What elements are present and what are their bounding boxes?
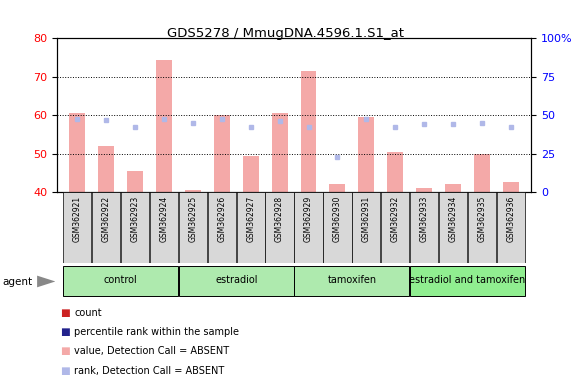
Bar [359,117,374,192]
FancyBboxPatch shape [92,192,120,263]
Bar [387,152,403,192]
FancyBboxPatch shape [63,192,91,263]
FancyBboxPatch shape [439,192,467,263]
Text: value, Detection Call = ABSENT: value, Detection Call = ABSENT [74,346,230,356]
FancyBboxPatch shape [121,192,149,263]
Text: GSM362923: GSM362923 [131,195,140,242]
FancyBboxPatch shape [179,266,293,296]
Bar [474,154,490,192]
Text: percentile rank within the sample: percentile rank within the sample [74,327,239,337]
Text: ■: ■ [60,366,70,376]
Bar [445,184,461,192]
Bar [243,156,259,192]
Text: GSM362925: GSM362925 [188,195,198,242]
Text: GSM362921: GSM362921 [73,195,82,242]
Text: estradiol: estradiol [215,275,258,285]
Text: GSM362936: GSM362936 [506,195,515,242]
Text: GSM362924: GSM362924 [159,195,168,242]
Text: GSM362933: GSM362933 [420,195,429,242]
Text: GSM362930: GSM362930 [333,195,342,242]
Bar [416,188,432,192]
Text: GSM362927: GSM362927 [246,195,255,242]
FancyBboxPatch shape [295,266,409,296]
Bar [214,115,230,192]
FancyBboxPatch shape [179,192,207,263]
FancyBboxPatch shape [410,192,439,263]
Text: GDS5278 / MmugDNA.4596.1.S1_at: GDS5278 / MmugDNA.4596.1.S1_at [167,27,404,40]
Bar [329,184,345,192]
Bar [503,182,518,192]
FancyBboxPatch shape [381,192,409,263]
Text: ■: ■ [60,308,70,318]
Text: GSM362922: GSM362922 [102,195,111,242]
FancyBboxPatch shape [236,192,265,263]
FancyBboxPatch shape [352,192,380,263]
Text: GSM362935: GSM362935 [477,195,486,242]
Text: GSM362934: GSM362934 [448,195,457,242]
Bar [185,190,201,192]
FancyBboxPatch shape [150,192,178,263]
FancyBboxPatch shape [410,266,525,296]
Text: tamoxifen: tamoxifen [327,275,376,285]
FancyBboxPatch shape [63,266,178,296]
Text: control: control [104,275,138,285]
FancyBboxPatch shape [266,192,293,263]
Text: estradiol and tamoxifen: estradiol and tamoxifen [409,275,525,285]
Text: rank, Detection Call = ABSENT: rank, Detection Call = ABSENT [74,366,224,376]
Bar [127,171,143,192]
Text: agent: agent [3,277,33,287]
FancyBboxPatch shape [295,192,323,263]
Text: GSM362932: GSM362932 [391,195,400,242]
Bar [156,60,172,192]
Polygon shape [37,276,55,287]
Bar [300,71,316,192]
Text: GSM362931: GSM362931 [362,195,371,242]
Bar [272,113,288,192]
FancyBboxPatch shape [323,192,352,263]
Bar [70,113,85,192]
Text: count: count [74,308,102,318]
Text: GSM362926: GSM362926 [218,195,226,242]
Text: GSM362929: GSM362929 [304,195,313,242]
FancyBboxPatch shape [497,192,525,263]
Bar [98,146,114,192]
Text: ■: ■ [60,327,70,337]
Text: GSM362928: GSM362928 [275,195,284,242]
FancyBboxPatch shape [468,192,496,263]
Text: ■: ■ [60,346,70,356]
FancyBboxPatch shape [208,192,236,263]
